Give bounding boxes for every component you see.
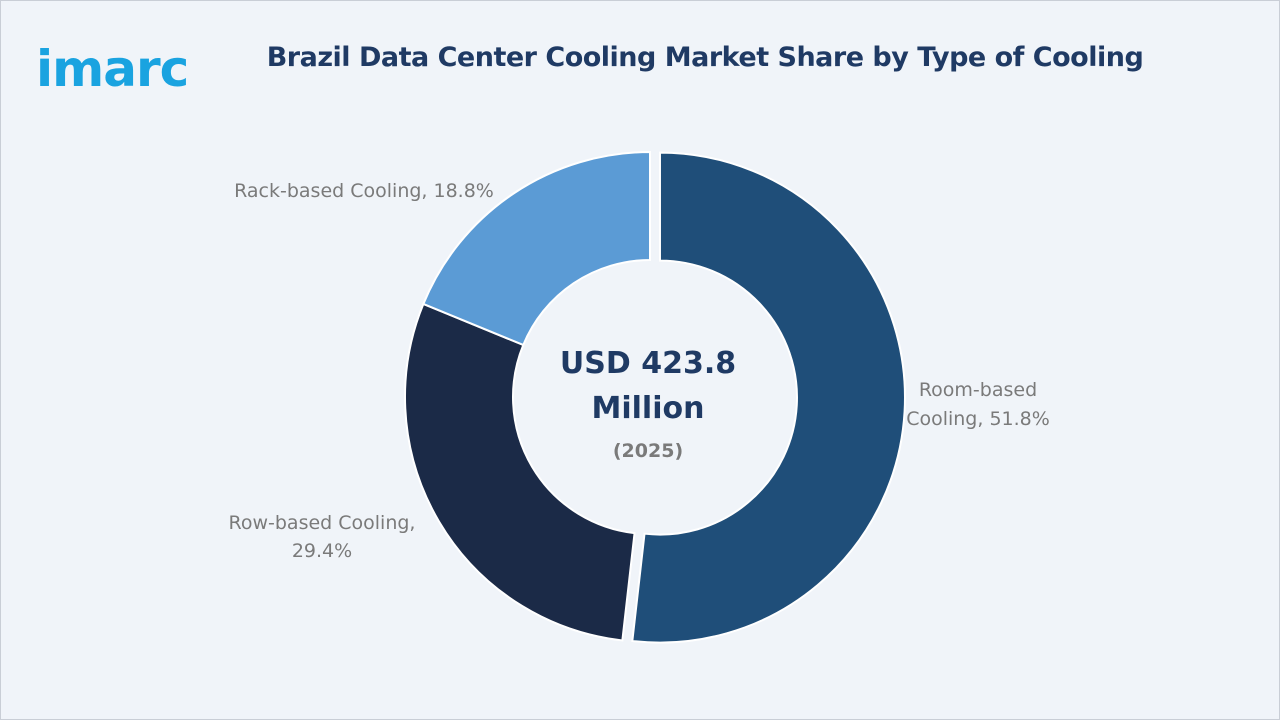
logo-text: imarc <box>36 40 189 98</box>
label-row-based: Row-based Cooling, 29.4% <box>229 512 416 562</box>
slice-rack-based <box>422 150 651 347</box>
chart-title: Brazil Data Center Cooling Market Share … <box>266 42 1144 73</box>
label-rack-based-line: Rack-based Cooling, 18.8% <box>234 180 494 202</box>
label-rack-based: Rack-based Cooling, 18.8% <box>234 180 494 202</box>
label-row-based-line: Row-based Cooling, <box>229 512 416 534</box>
slice-row-based <box>404 302 636 642</box>
slice-room-based <box>631 151 906 644</box>
center-year: (2025) <box>613 440 683 462</box>
label-room-based-line: Room-based <box>919 379 1037 401</box>
label-room-based-line: Cooling, 51.8% <box>906 408 1050 430</box>
label-row-based-line: 29.4% <box>292 540 352 562</box>
label-room-based: Room-based Cooling, 51.8% <box>906 379 1050 430</box>
center-value-line2: Million <box>592 391 705 426</box>
center-value-line1: USD 423.8 <box>560 346 736 381</box>
imarc-logo: imarc <box>18 16 208 94</box>
